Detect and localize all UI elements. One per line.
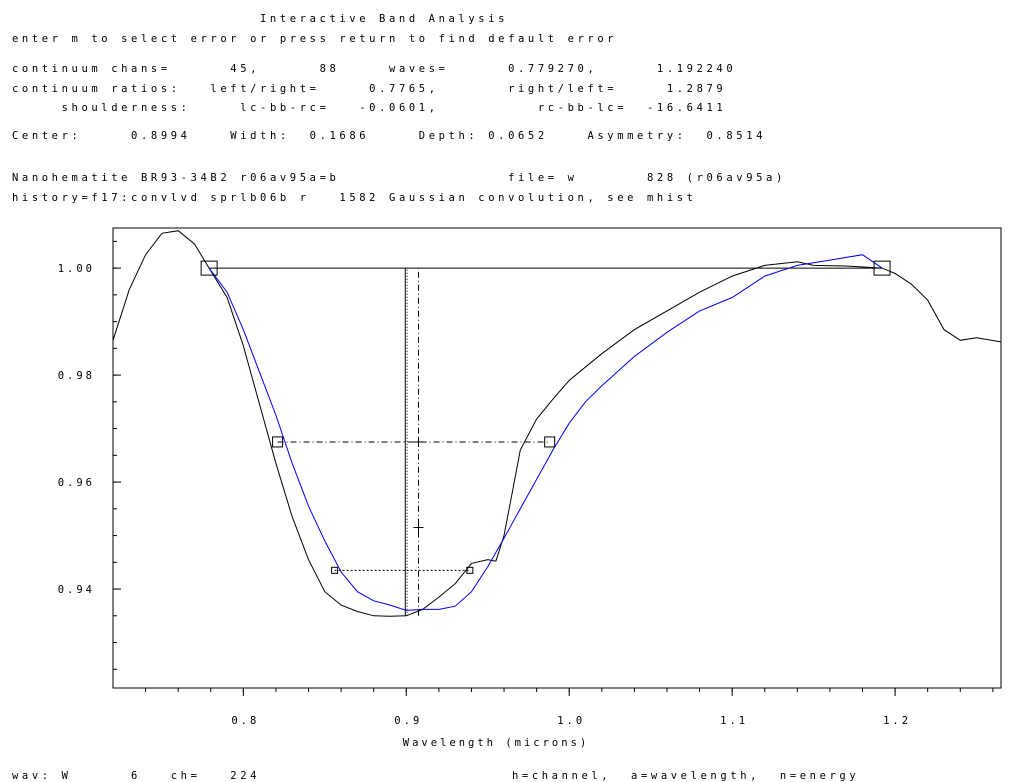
half-width-marker: [272, 436, 284, 448]
lower-level-marker: [466, 566, 474, 574]
title: Interactive Band Analysis: [260, 13, 509, 25]
y-tick-label: 0.98: [58, 370, 95, 382]
band-params-line: Center: 0.8994 Width: 0.1686 Depth: 0.06…: [12, 130, 767, 142]
x-tick-label: 1.2: [883, 715, 911, 727]
continuum-endpoint-marker: [873, 260, 891, 276]
y-tick-label: 0.94: [58, 584, 95, 596]
footer-hotkeys: h=channel, a=wavelength, n=energy: [512, 770, 860, 782]
plot-frame: [112, 227, 1002, 689]
x-tick-label: 1.1: [720, 715, 748, 727]
footer-status: wav: W 6 ch= 224: [12, 770, 261, 782]
prompt-line: enter m to select error or press return …: [12, 33, 618, 45]
y-tick-label: 0.96: [58, 477, 95, 489]
lower-level-marker: [331, 566, 339, 574]
continuum-chans-line: continuum chans= 45, 88 waves= 0.779270,…: [12, 63, 737, 75]
continuum-ratios-line: continuum ratios: left/right= 0.7765, ri…: [12, 83, 727, 95]
shoulderness-line: shoulderness: lc-bb-rc= -0.0601, rc-bb-l…: [12, 102, 727, 114]
convolved-spectrum-line: [208, 254, 883, 611]
x-tick-label: 0.9: [394, 715, 422, 727]
history-line: history=f17:convlvd sprlb06b r 1582 Gaus…: [12, 192, 697, 204]
spectrum-line: [112, 230, 1002, 617]
continuum-endpoint-marker: [200, 260, 218, 276]
sample-line: Nanohematite BR93-34B2 r06av95a=b file= …: [12, 172, 786, 184]
y-tick-label: 1.00: [58, 263, 95, 275]
x-tick-label: 0.8: [231, 715, 259, 727]
x-axis-label: Wavelength (microns): [403, 737, 589, 749]
half-width-marker: [544, 436, 556, 448]
x-tick-label: 1.0: [557, 715, 585, 727]
